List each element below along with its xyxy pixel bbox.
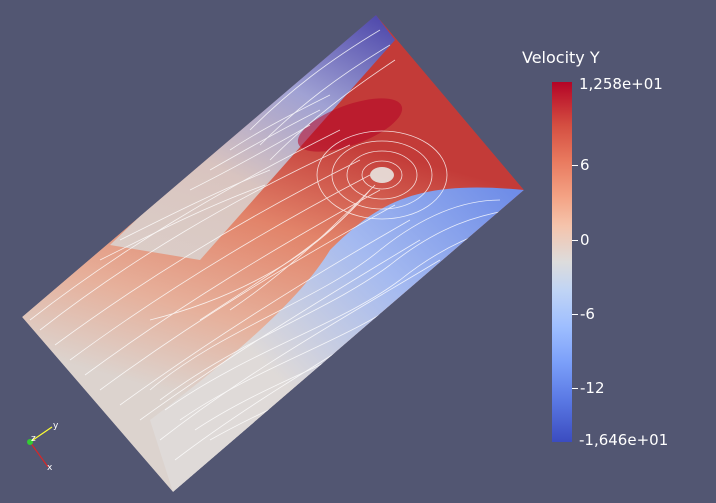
axis-z-label: z	[31, 434, 36, 444]
legend-tick-minus-6: -6	[580, 305, 595, 323]
colorbar	[552, 82, 572, 442]
axis-x-label: x	[47, 463, 53, 473]
legend-max-label: 1,258e+01	[579, 75, 663, 93]
streamlines	[29, 29, 523, 461]
legend-tick-mark	[572, 388, 578, 389]
axis-y-line	[29, 426, 53, 443]
legend-tick-mark	[572, 240, 578, 241]
legend-min-label: -1,646e+01	[579, 431, 669, 449]
legend-tick-mark	[572, 314, 578, 315]
flow-field	[22, 15, 524, 492]
axis-x-line	[29, 441, 49, 468]
legend-tick-mark	[572, 165, 578, 166]
orientation-axes: y z x	[27, 421, 59, 473]
axis-y-label: y	[53, 421, 59, 431]
legend-title: Velocity Y	[522, 48, 600, 67]
axis-z-marker	[27, 439, 33, 445]
legend-tick-minus-12: -12	[580, 379, 605, 397]
legend-tick-0: 0	[580, 231, 590, 249]
legend-tick-6: 6	[580, 156, 590, 174]
